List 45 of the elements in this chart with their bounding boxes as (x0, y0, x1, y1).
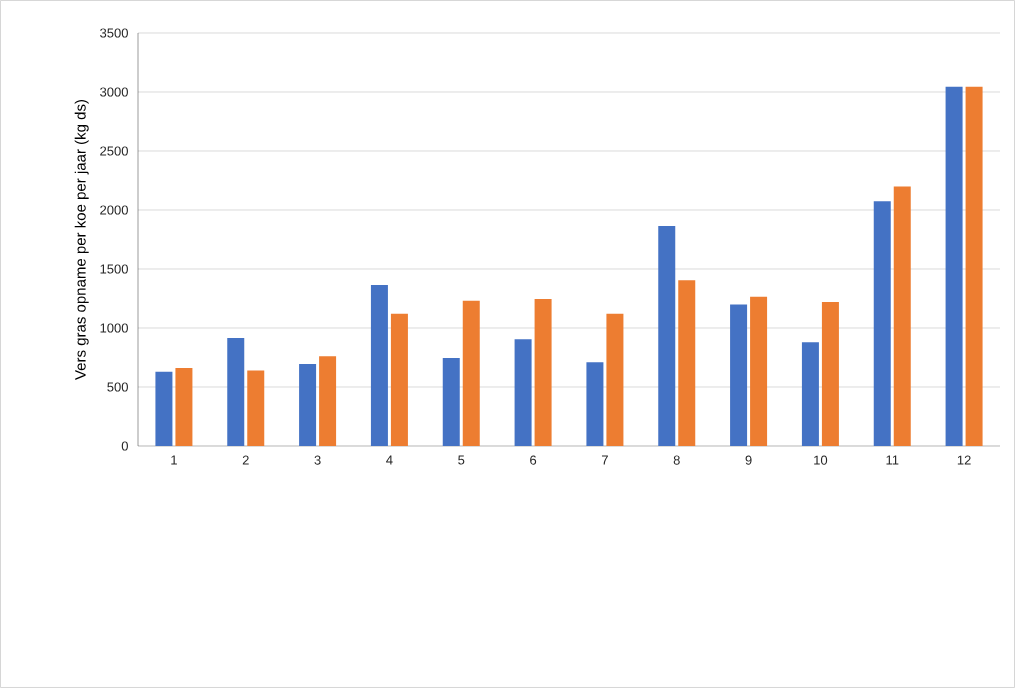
x-tick-label: 10 (814, 455, 828, 465)
x-tick-label: 6 (530, 455, 537, 465)
x-tick-label: 11 (886, 455, 899, 465)
x-tick-label: 5 (458, 455, 465, 465)
bar (155, 371, 173, 446)
bar (299, 363, 317, 446)
bar (370, 284, 388, 446)
bar (390, 313, 408, 446)
x-tick-label: 7 (601, 455, 608, 465)
bar (442, 358, 460, 446)
bar (534, 299, 552, 446)
bar (678, 280, 696, 446)
x-tick-label: 9 (745, 455, 752, 465)
x-tick-label: 1 (171, 455, 177, 465)
bar (821, 302, 839, 446)
x-tick-label: 12 (957, 455, 971, 465)
y-tick-label: 3500 (100, 28, 128, 38)
y-axis-title: Vers gras opname per koe per jaar (kg ds) (74, 99, 89, 380)
bar (586, 362, 604, 446)
x-tick-label: 3 (314, 455, 321, 465)
y-tick-label: 1000 (100, 323, 128, 333)
y-tick-label: 3000 (100, 87, 128, 97)
x-tick-label: 8 (673, 455, 680, 465)
bar (606, 313, 624, 446)
x-tick-label: 2 (242, 455, 249, 465)
bar (801, 342, 819, 446)
y-tick-label: 500 (107, 382, 128, 392)
bar (750, 296, 768, 446)
bar (514, 339, 532, 446)
bar (247, 370, 265, 446)
bar (658, 225, 676, 446)
bar (175, 368, 193, 446)
bar (227, 338, 245, 446)
bar (965, 86, 983, 446)
y-tick-label: 2000 (100, 205, 128, 215)
bar (462, 300, 480, 446)
bar (319, 356, 337, 446)
bar (730, 304, 748, 446)
bar (945, 86, 963, 446)
x-tick-label: 4 (386, 455, 393, 465)
bar (893, 186, 911, 446)
y-tick-label: 0 (121, 441, 128, 451)
y-tick-label: 2500 (100, 146, 128, 156)
bar (873, 201, 891, 446)
y-tick-label: 1500 (100, 264, 128, 274)
